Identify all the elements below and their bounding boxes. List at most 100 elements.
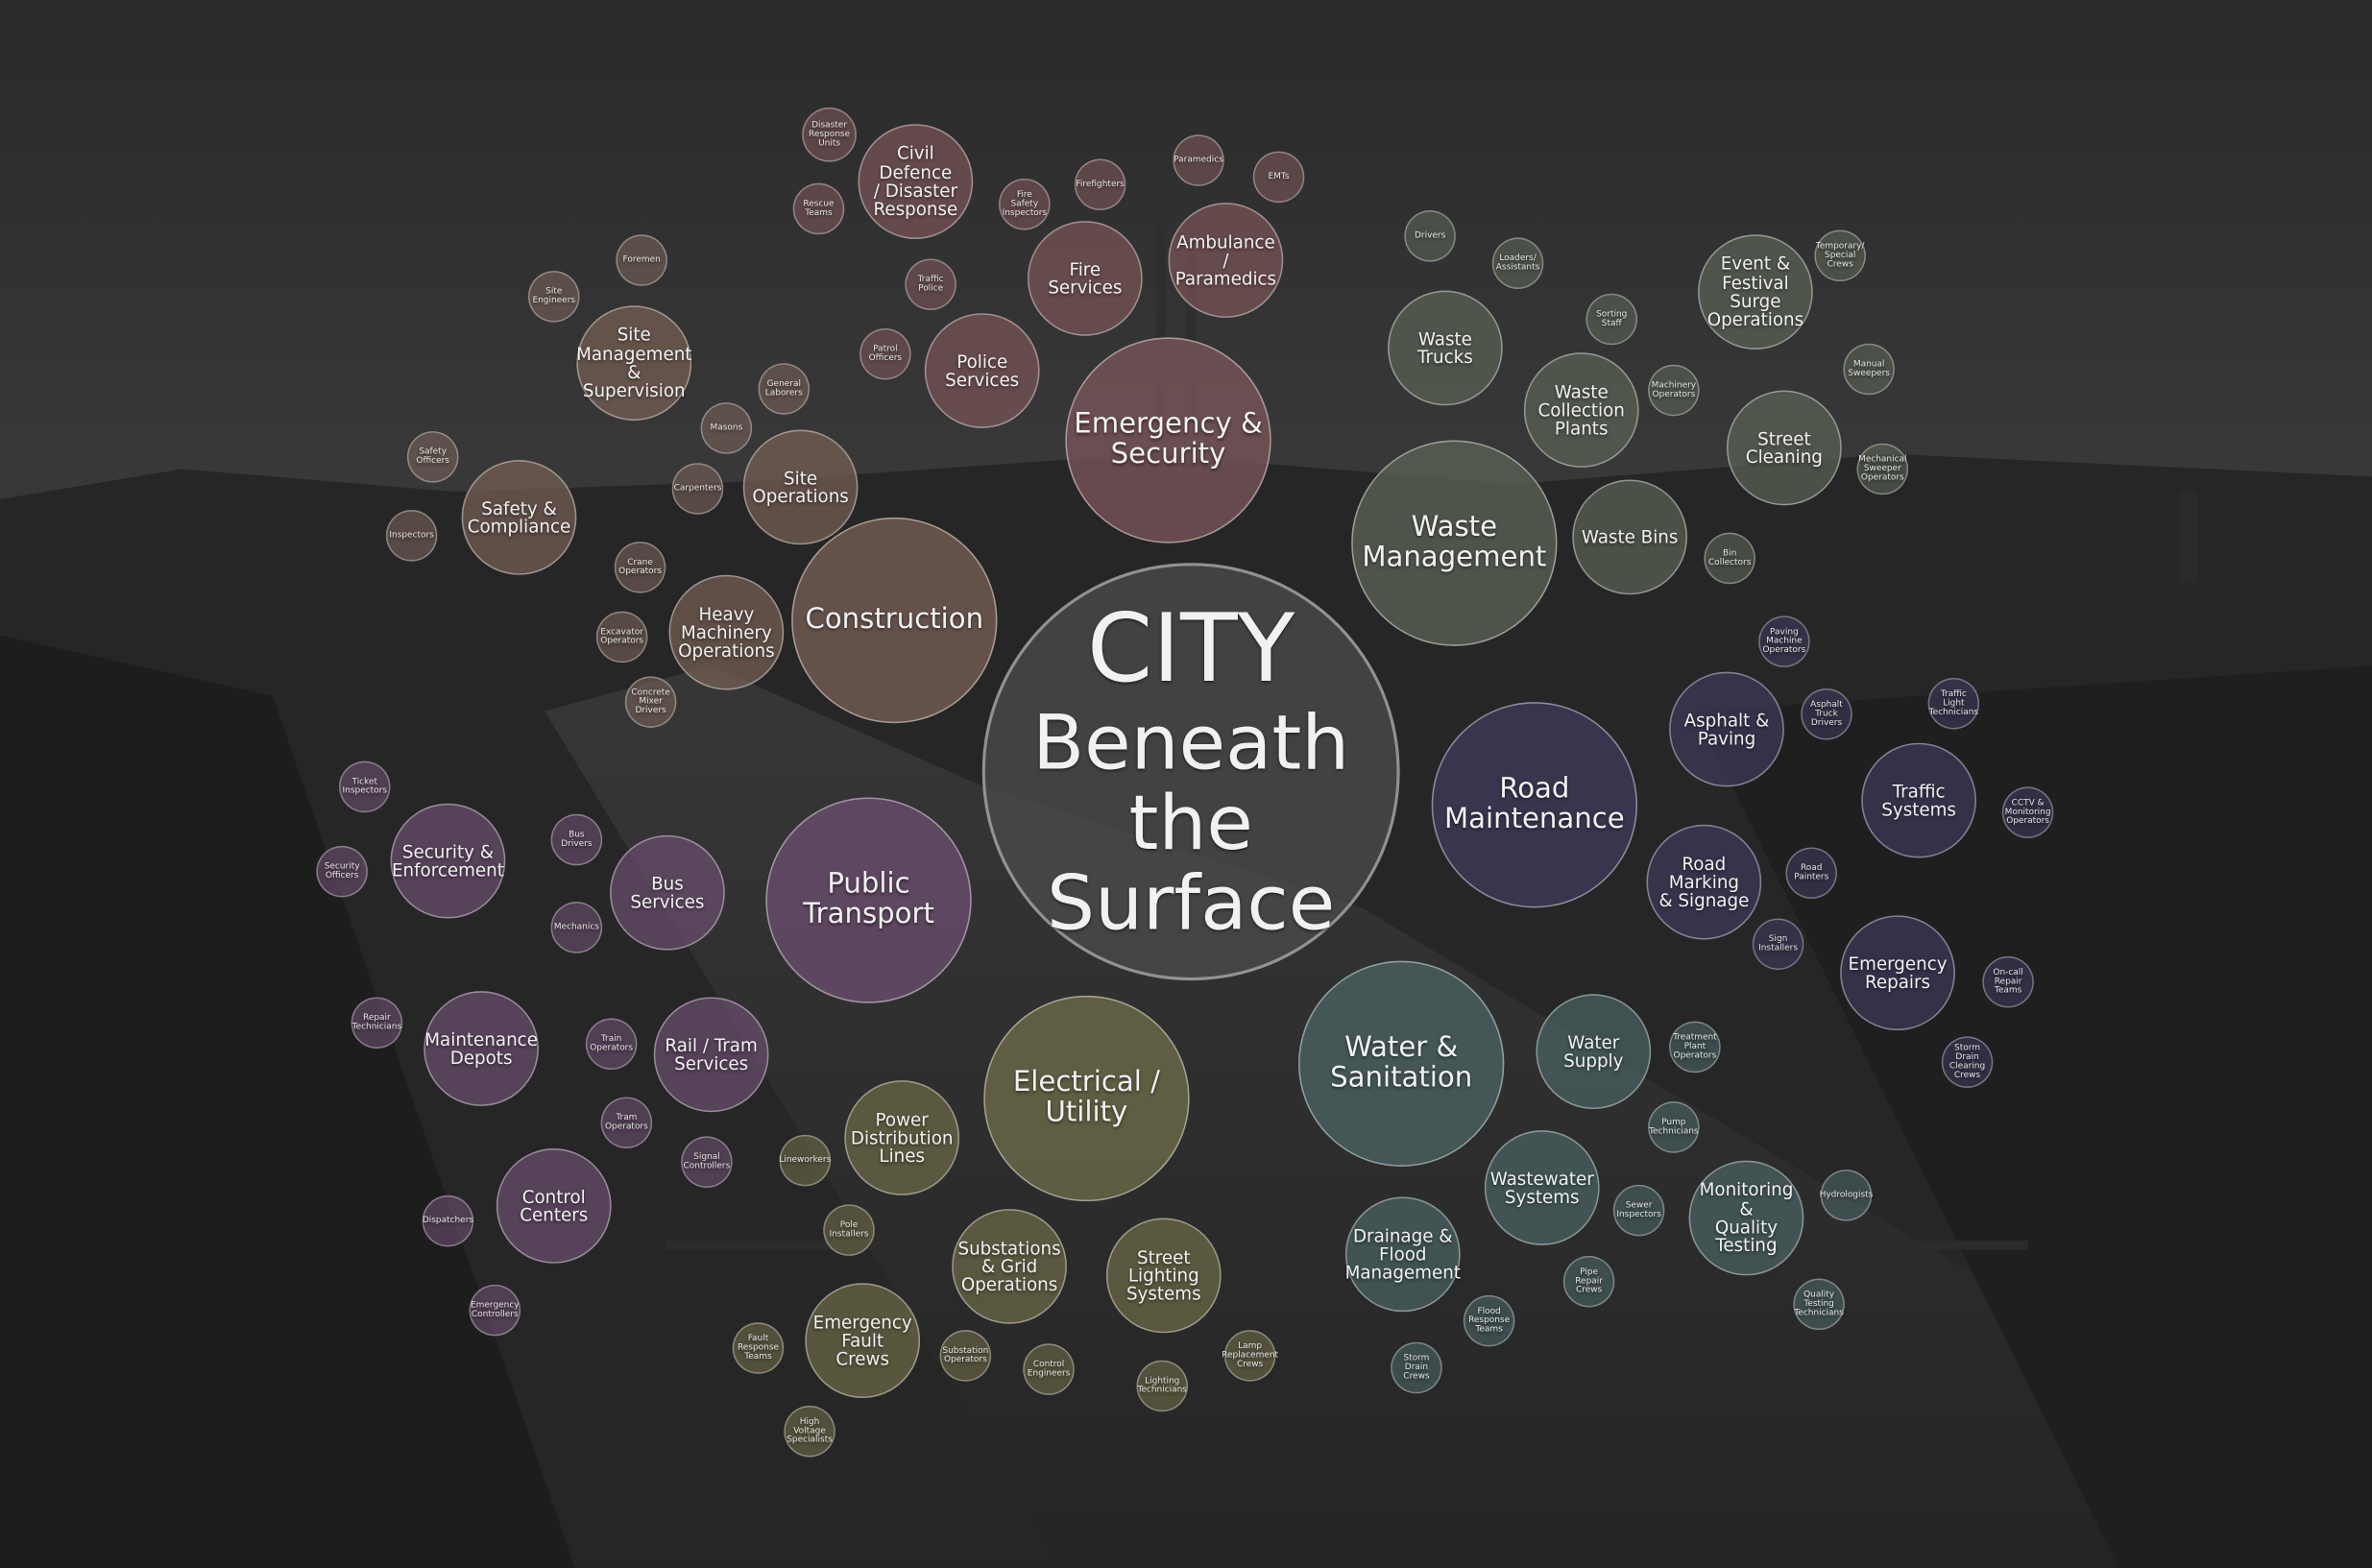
role-bubble-sewer-inspectors[interactable]: Sewer Inspectors	[1612, 1184, 1665, 1237]
role-bubble-paramedics[interactable]: Paramedics	[1173, 134, 1224, 186]
role-bubble-carpenters[interactable]: Carpenters	[671, 463, 724, 515]
role-bubble-storm-drain-clearing-crews[interactable]: Storm Drain Clearing Crews	[1941, 1036, 1994, 1089]
role-bubble-lineworkers[interactable]: Lineworkers	[779, 1134, 831, 1187]
role-bubble-pipe-repair-crews[interactable]: Pipe Repair Crews	[1562, 1255, 1615, 1308]
center-title-bubble[interactable]: CITY Beneath the Surface	[981, 563, 1400, 981]
role-bubble-asphalt-truck-drivers[interactable]: Asphalt Truck Drivers	[1801, 688, 1852, 740]
category-bubble-transport[interactable]: Public Transport	[765, 797, 972, 1003]
role-bubble-sign-installers[interactable]: Sign Installers	[1752, 918, 1804, 971]
group-bubble-police-services[interactable]: Police Services	[924, 313, 1040, 428]
role-bubble-emergency-controllers[interactable]: Emergency Controllers	[469, 1284, 521, 1337]
role-bubble-inspectors[interactable]: Inspectors	[385, 510, 438, 562]
group-bubble-civil-defence-disaster-response[interactable]: Civil Defence / Disaster Response	[858, 124, 974, 239]
role-bubble-cctv-monitoring-operators[interactable]: CCTV & Monitoring Operators	[2001, 786, 2054, 838]
group-bubble-power-distribution-lines[interactable]: Power Distribution Lines	[844, 1080, 960, 1195]
role-bubble-site-engineers[interactable]: Site Engineers	[527, 271, 580, 323]
role-bubble-bus-drivers[interactable]: Bus Drivers	[550, 813, 603, 866]
role-bubble-general-laborers[interactable]: General Laborers	[758, 363, 811, 415]
role-bubble-on-call-repair-teams[interactable]: On-call Repair Teams	[1982, 955, 2034, 1008]
role-bubble-substation-operators[interactable]: Substation Operators	[939, 1330, 992, 1382]
group-bubble-security-enforcement[interactable]: Security & Enforcement	[390, 803, 506, 919]
role-bubble-train-operators[interactable]: Train Operators	[585, 1018, 638, 1071]
role-bubble-ticket-inspectors[interactable]: Ticket Inspectors	[338, 760, 391, 813]
role-bubble-dispatchers[interactable]: Dispatchers	[422, 1194, 474, 1247]
group-bubble-safety-compliance[interactable]: Safety & Compliance	[461, 460, 577, 575]
role-bubble-mechanical-sweeper-operators[interactable]: Mechanical Sweeper Operators	[1856, 443, 1909, 495]
group-bubble-water-supply[interactable]: Water Supply	[1536, 994, 1652, 1110]
role-bubble-loaders-assistants[interactable]: Loaders/ Assistants	[1491, 237, 1544, 289]
group-bubble-event-festival-surge-operations[interactable]: Event & Festival Surge Operations	[1698, 234, 1813, 350]
role-bubble-sorting-staff[interactable]: Sorting Staff	[1585, 293, 1638, 346]
role-bubble-machinery-operators[interactable]: Machinery Operators	[1648, 364, 1700, 417]
role-bubble-storm-drain-crews[interactable]: Storm Drain Crews	[1391, 1341, 1442, 1394]
category-bubble-road[interactable]: Road Maintenance	[1431, 702, 1638, 908]
category-bubble-construction-label: Construction	[805, 604, 984, 637]
role-bubble-bin-collectors[interactable]: Bin Collectors	[1704, 532, 1755, 585]
group-bubble-waste-bins[interactable]: Waste Bins	[1572, 479, 1688, 595]
group-bubble-site-management-supervision[interactable]: Site Management & Supervision	[576, 305, 691, 422]
group-bubble-rail-tram-services[interactable]: Rail / Tram Services	[653, 997, 769, 1113]
category-bubble-water[interactable]: Water & Sanitation	[1298, 960, 1505, 1167]
role-bubble-traffic-police[interactable]: Traffic Police	[905, 258, 956, 311]
role-bubble-lamp-replacement-crews[interactable]: Lamp Replacement Crews	[1222, 1330, 1278, 1382]
group-bubble-substations-grid-operations[interactable]: Substations & Grid Operations	[952, 1209, 1067, 1324]
group-bubble-waste-collection-plants[interactable]: Waste Collection Plants	[1523, 352, 1639, 468]
role-bubble-fire-safety-inspectors[interactable]: Fire Safety Inspectors	[999, 178, 1051, 230]
role-bubble-quality-testing-technicians[interactable]: Quality Testing Technicians	[1793, 1278, 1845, 1331]
role-bubble-security-officers[interactable]: Security Officers	[316, 845, 368, 898]
role-bubble-pump-technicians[interactable]: Pump Technicians	[1648, 1101, 1700, 1153]
role-bubble-paving-machine-operators[interactable]: Paving Machine Operators	[1758, 615, 1810, 667]
group-bubble-maintenance-depots[interactable]: Maintenance Depots	[424, 991, 539, 1106]
role-bubble-flood-response-teams[interactable]: Flood Response Teams	[1463, 1294, 1515, 1347]
role-bubble-temporary-special-crews[interactable]: Temporary/ Special Crews	[1814, 229, 1866, 282]
role-bubble-emts[interactable]: EMTs	[1252, 151, 1305, 204]
role-bubble-hydrologists[interactable]: Hydrologists	[1820, 1170, 1873, 1221]
role-bubble-crane-operators[interactable]: Crane Operators	[614, 542, 666, 593]
role-bubble-manual-sweepers[interactable]: Manual Sweepers	[1843, 343, 1895, 396]
group-bubble-heavy-machinery-operations[interactable]: Heavy Machinery Operations	[668, 574, 785, 690]
role-bubble-repair-technicians[interactable]: Repair Technicians	[351, 997, 403, 1049]
category-bubble-waste[interactable]: Waste Management	[1351, 440, 1558, 646]
role-bubble-masons[interactable]: Masons	[700, 402, 753, 454]
role-bubble-pole-installers[interactable]: Pole Installers	[823, 1204, 875, 1256]
group-bubble-emergency-repairs[interactable]: Emergency Repairs	[1840, 915, 1955, 1031]
role-bubble-safety-officers[interactable]: Safety Officers	[406, 431, 459, 483]
role-bubble-patrol-officers[interactable]: Patrol Officers	[859, 327, 911, 380]
role-bubble-mechanics[interactable]: Mechanics	[550, 902, 603, 953]
group-bubble-drainage-flood-management[interactable]: Drainage & Flood Management	[1345, 1196, 1461, 1313]
category-bubble-emergency[interactable]: Emergency & Security	[1065, 337, 1271, 543]
role-bubble-concrete-mixer-drivers[interactable]: Concrete Mixer Drivers	[624, 676, 677, 728]
role-bubble-drivers[interactable]: Drivers	[1404, 210, 1456, 262]
group-bubble-wastewater-systems[interactable]: Wastewater Systems	[1484, 1130, 1600, 1245]
role-bubble-firefighters[interactable]: Firefighters	[1074, 158, 1126, 211]
category-bubble-construction[interactable]: Construction	[791, 517, 998, 724]
role-bubble-rescue-teams[interactable]: Rescue Teams	[792, 182, 845, 235]
role-bubble-tram-operators[interactable]: Tram Operators	[600, 1097, 653, 1149]
role-bubble-lighting-technicians[interactable]: Lighting Technicians	[1136, 1360, 1189, 1412]
role-bubble-treatment-plant-operators[interactable]: Treatment Plant Operators	[1669, 1021, 1721, 1073]
role-bubble-foremen[interactable]: Foremen	[616, 234, 667, 286]
group-bubble-monitoring-quality-testing[interactable]: Monitoring & Quality Testing	[1688, 1160, 1804, 1276]
group-bubble-waste-trucks[interactable]: Waste Trucks	[1388, 290, 1503, 406]
role-bubble-excavator-operators[interactable]: Excavator Operators	[595, 611, 648, 663]
group-bubble-site-operations[interactable]: Site Operations	[742, 429, 859, 545]
role-bubble-high-voltage-specialists[interactable]: High Voltage Specialists	[784, 1405, 835, 1458]
category-bubble-electrical[interactable]: Electrical / Utility	[983, 995, 1190, 1202]
group-bubble-emergency-fault-crews[interactable]: Emergency Fault Crews	[805, 1283, 921, 1399]
role-bubble-traffic-light-technicians[interactable]: Traffic Light Technicians	[1927, 677, 1980, 730]
role-bubble-signal-controllers[interactable]: Signal Controllers	[681, 1136, 733, 1189]
group-bubble-traffic-systems[interactable]: Traffic Systems	[1861, 742, 1976, 858]
role-bubble-road-painters[interactable]: Road Painters	[1785, 847, 1838, 900]
group-bubble-street-lighting-systems[interactable]: Street Lighting Systems	[1105, 1218, 1222, 1334]
group-bubble-fire-services[interactable]: Fire Services	[1027, 221, 1143, 336]
group-bubble-road-marking-signage[interactable]: Road Marking & Signage	[1646, 824, 1762, 940]
role-bubble-disaster-response-units[interactable]: Disaster Response Units	[802, 107, 857, 162]
role-bubble-control-engineers[interactable]: Control Engineers	[1023, 1343, 1075, 1395]
role-bubble-temporary-special-crews-label: Temporary/ Special Crews	[1815, 242, 1865, 270]
group-bubble-asphalt-paving[interactable]: Asphalt & Paving	[1669, 671, 1784, 787]
group-bubble-ambulance-paramedics[interactable]: Ambulance / Paramedics	[1168, 203, 1284, 318]
group-bubble-bus-services[interactable]: Bus Services	[610, 834, 725, 951]
role-bubble-fault-response-teams[interactable]: Fault Response Teams	[732, 1322, 785, 1374]
group-bubble-street-cleaning[interactable]: Street Cleaning	[1726, 390, 1842, 506]
group-bubble-control-centers[interactable]: Control Centers	[496, 1148, 612, 1264]
